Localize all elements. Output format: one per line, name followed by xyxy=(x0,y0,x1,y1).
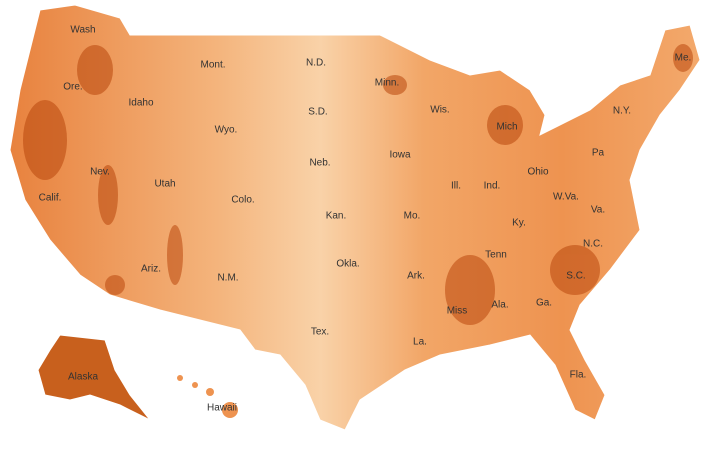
state-label: N.D. xyxy=(306,58,326,69)
state-label: Ind. xyxy=(484,181,501,192)
state-label: N.C. xyxy=(583,239,603,250)
state-label: Okla. xyxy=(336,259,359,270)
state-label: Mont. xyxy=(200,60,225,71)
state-label: Iowa xyxy=(389,150,411,161)
state-label: S.C. xyxy=(566,271,585,282)
state-label: Ore. xyxy=(63,82,82,93)
state-label: Kan. xyxy=(326,211,347,222)
state-label: S.D. xyxy=(308,107,327,118)
alaska xyxy=(37,334,151,421)
state-labels: Wash Mont. N.D. Minn. Me. Ore. Idaho S.D. Wis. Mi… xyxy=(39,25,692,414)
state-label: Me. xyxy=(675,53,692,64)
state-label: La. xyxy=(413,337,427,348)
state-label: N.M. xyxy=(217,273,238,284)
state-label: Tex. xyxy=(311,327,329,338)
state-label: Nev. xyxy=(90,167,110,178)
continental-us xyxy=(9,4,701,431)
state-label: Idaho xyxy=(128,98,153,109)
state-label: Tenn xyxy=(485,250,507,261)
state-label: Wyo. xyxy=(215,125,238,136)
state-label: N.Y. xyxy=(613,106,631,117)
state-label: Wash xyxy=(70,25,95,36)
state-label: Mich xyxy=(496,122,517,133)
state-label: Ala. xyxy=(491,300,508,311)
state-label: Utah xyxy=(154,179,175,190)
state-label: Ga. xyxy=(536,298,552,309)
state-label: Minn. xyxy=(375,78,399,89)
state-label: Mo. xyxy=(404,211,421,222)
state-label: Calif. xyxy=(39,193,62,204)
state-label: Wis. xyxy=(430,105,449,116)
state-label: Ill. xyxy=(451,181,461,192)
state-label: Miss xyxy=(447,306,468,317)
state-label: Colo. xyxy=(231,195,254,206)
state-label: Fla. xyxy=(570,370,587,381)
state-label: Ohio xyxy=(527,167,549,178)
state-label: Hawaii xyxy=(207,403,237,414)
state-label: Va. xyxy=(591,205,605,216)
hawaii xyxy=(177,375,238,418)
state-label: Ark. xyxy=(407,271,425,282)
state-label: W.Va. xyxy=(553,192,579,203)
state-label: Alaska xyxy=(68,372,98,383)
state-label: Neb. xyxy=(309,158,330,169)
state-label: Ariz. xyxy=(141,264,161,275)
state-label: Pa xyxy=(592,148,605,159)
state-label: Ky. xyxy=(512,218,526,229)
